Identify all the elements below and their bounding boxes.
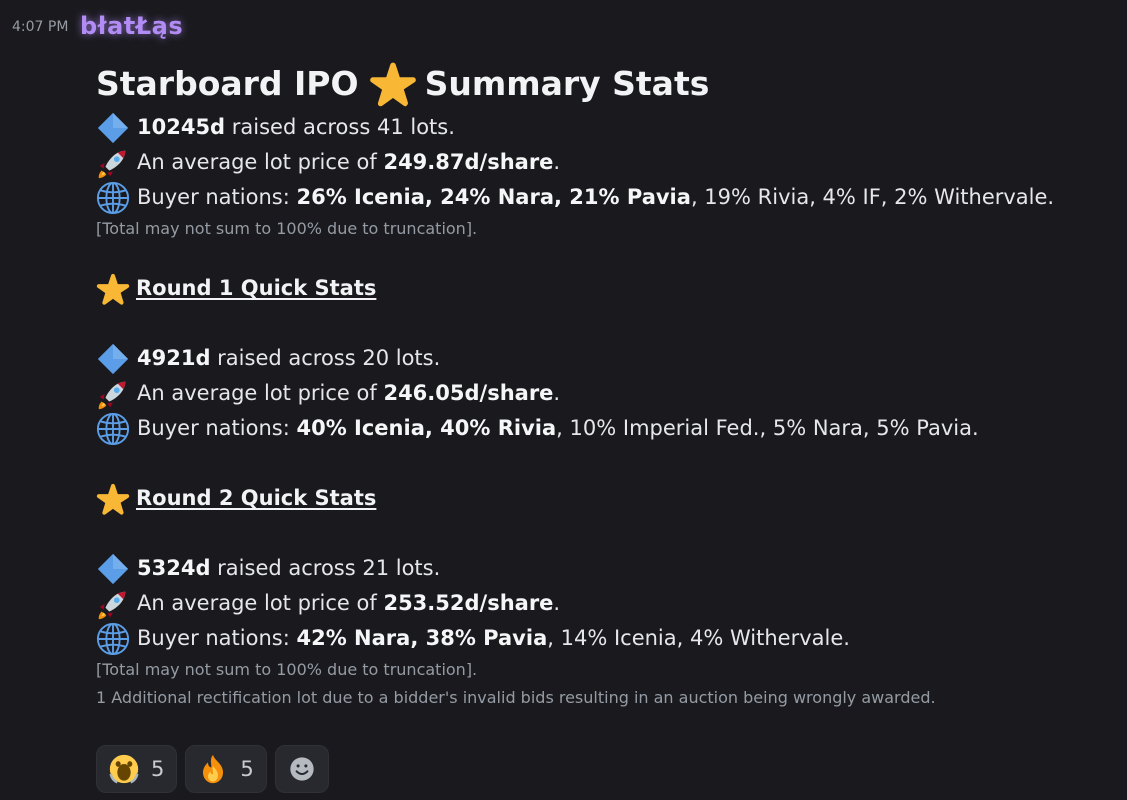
round2-raised-line: 5324d raised across 21 lots. (96, 551, 1106, 586)
rocket-icon (98, 150, 126, 178)
round2-average-line: An average lot price of 253.52d/share. (96, 586, 1106, 621)
summary-buyers-line: Buyer nations: 26% Icenia, 24% Nara, 21%… (96, 180, 1106, 215)
round1-buyers-rest: , 10% Imperial Fed., 5% Nara, 5% Pavia. (556, 416, 979, 440)
blue-diamond-icon (97, 553, 129, 584)
globe-icon (96, 622, 130, 655)
rocket-icon (98, 591, 126, 619)
rocket-icon (98, 381, 126, 409)
round1-average-line: An average lot price of 246.05d/share. (96, 376, 1106, 411)
reaction-screaming-face[interactable]: 5 (96, 745, 178, 793)
star-icon (96, 273, 130, 305)
round2-rectification-note: 1 Additional rectification lot due to a … (96, 688, 936, 707)
summary-raised-value: 10245d (137, 115, 226, 139)
reaction-count: 5 (151, 757, 165, 781)
round2-raised-suffix: raised across 21 lots. (210, 556, 441, 580)
round1-raised-value: 4921d (137, 346, 211, 370)
add-reaction-button[interactable] (274, 745, 329, 793)
round1-heading-text: Round 1 Quick Stats (136, 276, 377, 300)
reaction-count: 5 (240, 757, 254, 781)
reactions-bar: 5 5 (96, 745, 329, 793)
reaction-fire[interactable]: 5 (185, 745, 267, 793)
summary-buyers-bold: 26% Icenia, 24% Nara, 21% Pavia (296, 185, 691, 209)
round2-average-prefix: An average lot price of (137, 591, 384, 615)
summary-buyers-rest: , 19% Rivia, 4% IF, 2% Withervale. (690, 185, 1055, 209)
summary-buyers-label: Buyer nations: (137, 185, 297, 209)
round2-raised-value: 5324d (137, 556, 211, 580)
summary-raised-line: 10245d raised across 41 lots. (96, 110, 1106, 145)
blue-diamond-icon (97, 343, 129, 374)
round1-average-value: 246.05d/share (383, 381, 554, 405)
summary-average-line: An average lot price of 249.87d/share. (96, 145, 1106, 180)
round1-raised-suffix: raised across 20 lots. (210, 346, 441, 370)
round2-buyers-rest: , 14% Icenia, 4% Withervale. (547, 626, 850, 650)
summary-average-suffix: . (553, 150, 561, 174)
heading-title-part2: Summary Stats (424, 64, 710, 103)
star-icon (96, 483, 130, 515)
round1-average-suffix: . (553, 381, 561, 405)
summary-average-value: 249.87d/share (383, 150, 554, 174)
round1-average-prefix: An average lot price of (137, 381, 384, 405)
star-icon (369, 62, 416, 107)
fire-icon (203, 754, 224, 784)
message-content: Starboard IPO Summary Stats 10245d raise… (96, 58, 1106, 712)
round2-average-value: 253.52d/share (383, 591, 554, 615)
heading-title-part1: Starboard IPO (96, 64, 359, 103)
round2-truncation-note: [Total may not sum to 100% due to trunca… (96, 660, 478, 679)
round1-buyers-line: Buyer nations: 40% Icenia, 40% Rivia, 10… (96, 411, 1106, 446)
blue-diamond-icon (97, 112, 129, 143)
smiley-face-icon (290, 757, 314, 781)
round2-buyers-label: Buyer nations: (137, 626, 297, 650)
message-timestamp[interactable]: 4:07 PM (12, 19, 69, 35)
globe-icon (96, 412, 130, 445)
summary-raised-suffix: raised across 41 lots. (225, 115, 455, 139)
screaming-face-icon (109, 754, 139, 784)
round1-heading: Round 1 Quick Stats (96, 271, 1106, 306)
summary-average-prefix: An average lot price of (137, 150, 384, 174)
round1-buyers-bold: 40% Icenia, 40% Rivia (296, 416, 557, 440)
round2-heading-text: Round 2 Quick Stats (136, 486, 377, 510)
author-username[interactable]: błatŁąs (80, 12, 184, 40)
globe-icon (96, 181, 130, 214)
round2-heading: Round 2 Quick Stats (96, 481, 1106, 516)
round2-buyers-bold: 42% Nara, 38% Pavia (296, 626, 548, 650)
round2-buyers-line: Buyer nations: 42% Nara, 38% Pavia, 14% … (96, 621, 1106, 656)
summary-truncation-note: [Total may not sum to 100% due to trunca… (96, 219, 478, 238)
round1-buyers-label: Buyer nations: (137, 416, 297, 440)
message-heading: Starboard IPO Summary Stats (96, 58, 1106, 110)
round1-raised-line: 4921d raised across 20 lots. (96, 341, 1106, 376)
round2-average-suffix: . (553, 591, 561, 615)
